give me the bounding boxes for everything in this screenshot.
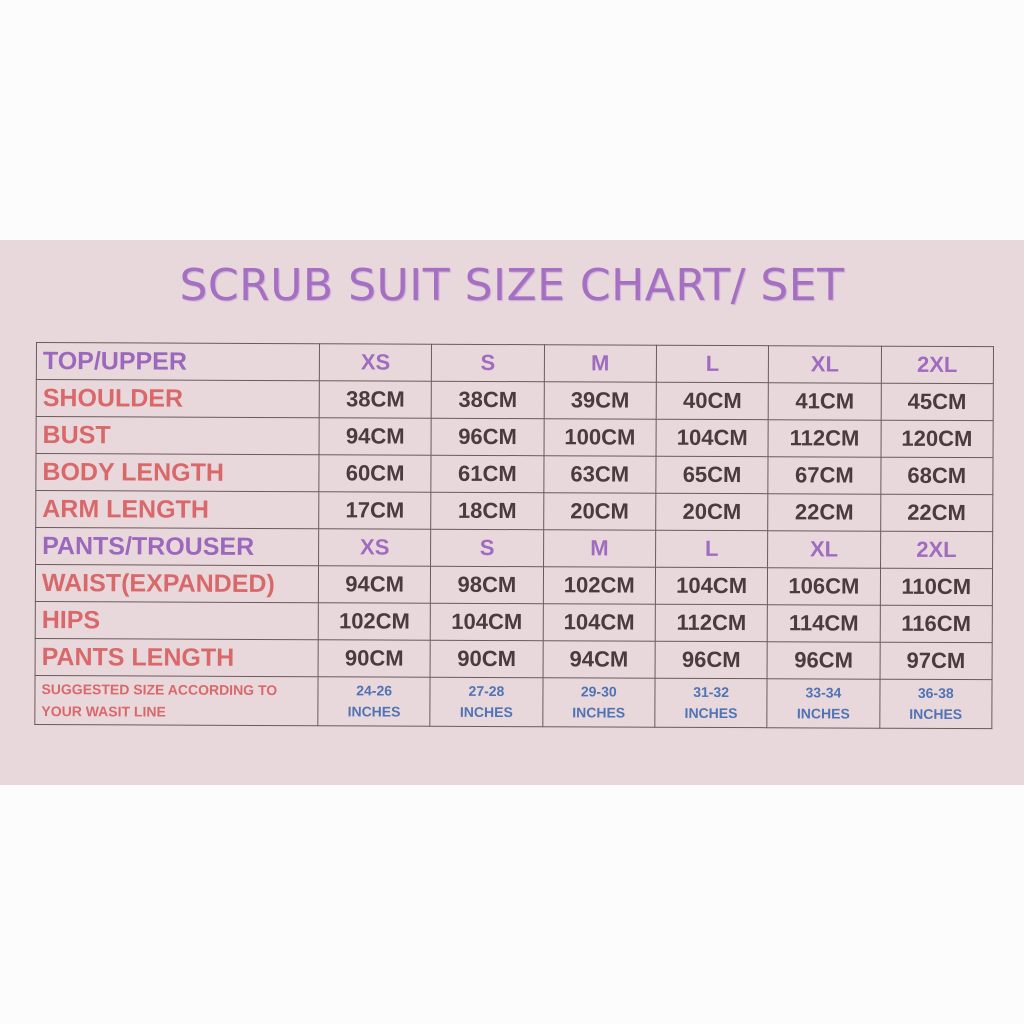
row-label: PANTS LENGTH (35, 638, 319, 677)
measurement-cell: 98CM (430, 566, 544, 604)
measurement-cell: 68CM (880, 457, 994, 495)
measurement-cell: 96CM (767, 641, 880, 680)
row-label: WAIST(EXPANDED) (35, 564, 319, 603)
unit-label: INCHES (909, 705, 963, 723)
measurement-cell: 116CM (879, 605, 993, 643)
size-table: TOP/UPPER XS S M L XL 2XL SHOULDER 38CM 38CM 39CM 4… (34, 342, 994, 729)
size-header: M (543, 529, 656, 568)
measurement-cell: 40CM (656, 382, 769, 420)
measurement-cell: 63CM (543, 455, 656, 494)
table-row: BODY LENGTH 60CM 61CM 63CM 65CM 67CM 68CM (35, 453, 994, 495)
measurement-cell: 22CM (880, 494, 993, 532)
measurement-cell: 20CM (543, 492, 656, 531)
measurement-cell: 60CM (318, 454, 432, 493)
size-header: M (543, 344, 657, 383)
unit-label: INCHES (796, 705, 850, 722)
measurement-cell: 112CM (655, 604, 768, 642)
suggested-size-row: SUGGESTED SIZE ACCORDING TO YOUR WASIT LI… (34, 675, 993, 729)
measurement-cell: 112CM (768, 419, 881, 458)
size-header: 2XL (880, 346, 994, 384)
size-header: XL (768, 345, 882, 384)
suggested-label: SUGGESTED SIZE ACCORDING TO YOUR WASIT LI… (34, 675, 319, 726)
waist-range: 31-32 (693, 683, 730, 701)
measurement-cell: 102CM (543, 566, 656, 605)
waist-range: 27-28 (468, 682, 505, 700)
measurement-cell: 90CM (430, 640, 543, 678)
measurement-cell: 96CM (655, 641, 768, 679)
table-row: BUST 94CM 96CM 100CM 104CM 112CM 120CM (36, 416, 994, 458)
waist-range-cell: 24-26 INCHES (317, 676, 431, 727)
section-header: TOP/UPPER (36, 342, 320, 381)
section-header-row: PANTS/TROUSER XS S M L XL 2XL (35, 527, 993, 569)
waist-range-cell: 36-38 INCHES (879, 679, 993, 729)
measurement-cell: 114CM (767, 604, 881, 643)
table-row: ARM LENGTH 17CM 18CM 20CM 20CM 22CM 22CM (35, 490, 993, 532)
row-label: BUST (36, 416, 320, 455)
measurement-cell: 65CM (655, 456, 769, 494)
waist-range-cell: 27-28 INCHES (430, 677, 543, 727)
unit-label: INCHES (347, 703, 401, 720)
measurement-cell: 22CM (767, 493, 881, 532)
suggested-label-line: YOUR WASIT LINE (41, 703, 166, 720)
size-header: S (430, 529, 544, 567)
measurement-cell: 41CM (768, 382, 881, 421)
row-label: ARM LENGTH (35, 490, 319, 529)
measurement-cell: 94CM (318, 565, 431, 604)
measurement-cell: 120CM (880, 420, 994, 458)
size-header: L (656, 345, 769, 383)
size-header: XS (319, 343, 432, 382)
waist-range-cell: 31-32 INCHES (654, 678, 768, 728)
measurement-cell: 20CM (655, 493, 769, 531)
measurement-cell: 102CM (318, 602, 431, 641)
measurement-cell: 61CM (431, 455, 544, 493)
waist-range: 24-26 (356, 682, 393, 699)
unit-label: INCHES (459, 703, 513, 721)
size-header: 2XL (880, 531, 993, 569)
waist-range: 29-30 (580, 683, 617, 700)
measurement-cell: 18CM (431, 492, 544, 530)
waist-range-cell: 29-30 INCHES (542, 677, 656, 728)
measurement-cell: 104CM (430, 603, 544, 641)
measurement-cell: 38CM (431, 381, 544, 419)
table-row: SHOULDER 38CM 38CM 39CM 40CM 41CM 45CM (36, 379, 994, 421)
unit-label: INCHES (684, 704, 738, 722)
table-row: HIPS 102CM 104CM 104CM 112CM 114CM 116CM (35, 601, 993, 643)
size-header: S (431, 344, 545, 382)
suggested-label-line: SUGGESTED SIZE ACCORDING TO (41, 680, 278, 698)
row-label: BODY LENGTH (35, 453, 320, 492)
table-row: PANTS LENGTH 90CM 90CM 94CM 96CM 96CM 97CM (35, 638, 993, 680)
section-header-row: TOP/UPPER XS S M L XL 2XL (36, 342, 994, 384)
measurement-cell: 45CM (880, 383, 994, 421)
measurement-cell: 94CM (542, 640, 656, 679)
measurement-cell: 97CM (879, 642, 993, 680)
row-label: HIPS (35, 601, 319, 640)
size-header: XL (767, 530, 881, 569)
measurement-cell: 110CM (880, 568, 993, 606)
waist-range: 33-34 (805, 684, 842, 701)
table-row: WAIST(EXPANDED) 94CM 98CM 102CM 104CM 106CM 11… (35, 564, 993, 606)
section-header: PANTS/TROUSER (35, 527, 319, 566)
unit-label: INCHES (572, 704, 626, 721)
waist-range-cell: 33-34 INCHES (767, 678, 880, 729)
measurement-cell: 90CM (318, 639, 431, 678)
waist-range: 36-38 (917, 684, 954, 702)
size-chart-card: SCRUB SUIT SIZE CHART/ SET TOP/UPPER XS S M… (0, 240, 1024, 785)
size-header: L (655, 530, 768, 568)
measurement-cell: 104CM (655, 567, 768, 605)
measurement-cell: 67CM (768, 456, 881, 495)
measurement-cell: 104CM (655, 419, 769, 457)
measurement-cell: 94CM (319, 417, 432, 456)
row-label: SHOULDER (36, 379, 320, 418)
measurement-cell: 38CM (319, 380, 432, 419)
measurement-cell: 39CM (543, 381, 657, 420)
measurement-cell: 96CM (431, 418, 544, 456)
measurement-cell: 100CM (543, 418, 657, 457)
size-header: XS (318, 528, 432, 567)
measurement-cell: 104CM (542, 603, 656, 642)
measurement-cell: 17CM (318, 491, 432, 530)
measurement-cell: 106CM (767, 567, 881, 606)
chart-title: SCRUB SUIT SIZE CHART/ SET (179, 260, 845, 311)
